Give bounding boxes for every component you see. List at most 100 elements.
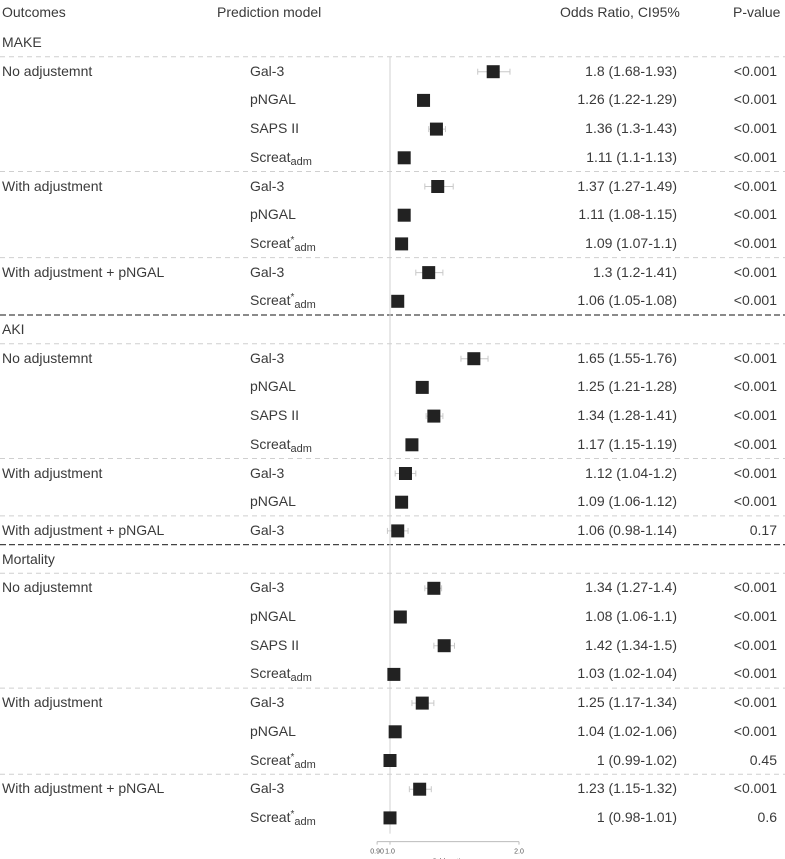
p-value: <0.001 bbox=[733, 722, 777, 739]
model-label: Gal-3 bbox=[250, 62, 285, 79]
odds-ratio-point bbox=[395, 495, 409, 509]
p-value: <0.001 bbox=[733, 464, 777, 481]
model-label-base: Screat bbox=[250, 808, 291, 825]
odds-ratio-point bbox=[397, 208, 411, 222]
p-value: <0.001 bbox=[733, 493, 777, 510]
odds-ratio-ci: 1.23 (1.15-1.32) bbox=[577, 780, 677, 797]
odds-ratio-point bbox=[391, 524, 405, 538]
odds-ratio-point bbox=[431, 180, 445, 193]
model-label: Screat*adm bbox=[250, 292, 316, 312]
model-label-subscript: adm bbox=[294, 299, 316, 312]
p-value: 0.17 bbox=[749, 521, 777, 538]
model-label: pNGAL bbox=[250, 493, 296, 510]
p-value: <0.001 bbox=[733, 349, 777, 366]
model-label: pNGAL bbox=[250, 378, 296, 395]
group-label: With adjustment bbox=[2, 464, 103, 481]
odds-ratio-point bbox=[427, 409, 441, 423]
model-label-base: Screat bbox=[250, 665, 291, 682]
odds-ratio-ci: 1.11 (1.08-1.15) bbox=[578, 206, 677, 223]
header-prediction-model: Prediction model bbox=[217, 4, 322, 20]
model-label: Gal-3 bbox=[250, 263, 285, 280]
odds-ratio-point bbox=[467, 352, 481, 366]
p-value: <0.001 bbox=[733, 206, 777, 223]
odds-ratio-ci: 1.3 (1.2-1.41) bbox=[592, 263, 677, 280]
odds-ratio-ci: 1.26 (1.22-1.29) bbox=[577, 91, 677, 108]
odds-ratio-point bbox=[387, 667, 401, 681]
model-label-subscript: adm bbox=[294, 758, 316, 771]
group-label: With adjustment bbox=[2, 177, 103, 194]
odds-ratio-point bbox=[429, 122, 443, 136]
odds-ratio-ci: 1.04 (1.02-1.06) bbox=[577, 722, 677, 739]
odds-ratio-point bbox=[437, 639, 451, 653]
odds-ratio-point bbox=[397, 151, 411, 165]
p-value: <0.001 bbox=[733, 177, 777, 194]
odds-ratio-point bbox=[398, 467, 412, 480]
model-label: Screatadm bbox=[250, 435, 312, 455]
model-label-base: Screat bbox=[250, 751, 291, 768]
odds-ratio-point bbox=[427, 581, 441, 595]
odds-ratio-ci: 1.36 (1.3-1.43) bbox=[585, 120, 677, 137]
odds-ratio-ci: 1.11 (1.1-1.13) bbox=[586, 148, 677, 165]
model-label: Screatadm bbox=[250, 665, 312, 684]
model-label: Gal-3 bbox=[250, 521, 285, 538]
group-label: With adjustment + pNGAL bbox=[2, 780, 165, 797]
model-label: pNGAL bbox=[250, 722, 296, 739]
model-label-star: * bbox=[290, 808, 295, 820]
model-label-base: Screat bbox=[250, 435, 291, 452]
p-value: <0.001 bbox=[733, 435, 777, 452]
model-label-subscript: adm bbox=[290, 442, 312, 455]
x-tick-label: 0.90 bbox=[370, 849, 384, 856]
odds-ratio-point bbox=[391, 294, 405, 308]
p-value: <0.001 bbox=[733, 91, 777, 108]
model-label-star: * bbox=[290, 234, 295, 246]
model-label-base: Screat bbox=[250, 148, 291, 165]
odds-ratio-ci: 1.09 (1.06-1.12) bbox=[577, 493, 677, 510]
p-value: <0.001 bbox=[733, 636, 777, 653]
odds-ratio-ci: 1.37 (1.27-1.49) bbox=[577, 177, 677, 194]
odds-ratio-point bbox=[413, 782, 427, 796]
model-label: pNGAL bbox=[250, 206, 296, 223]
model-label-star: * bbox=[290, 751, 295, 763]
odds-ratio-ci: 1.08 (1.06-1.1) bbox=[585, 608, 677, 624]
odds-ratio-point bbox=[388, 725, 402, 739]
odds-ratio-point bbox=[405, 438, 419, 452]
model-label: SAPS II bbox=[250, 636, 300, 653]
model-label: pNGAL bbox=[250, 608, 296, 624]
group-label: No adjustemnt bbox=[2, 579, 93, 596]
odds-ratio-ci: 1.34 (1.28-1.41) bbox=[577, 407, 677, 424]
p-value: <0.001 bbox=[733, 62, 777, 79]
group-label: No adjustemnt bbox=[2, 62, 93, 79]
odds-ratio-ci: 1.06 (0.98-1.14) bbox=[577, 521, 677, 538]
odds-ratio-point bbox=[415, 696, 429, 710]
odds-ratio-ci: 1.65 (1.55-1.76) bbox=[577, 349, 677, 366]
header-p-value: P-value bbox=[733, 4, 781, 20]
p-value: <0.001 bbox=[733, 665, 777, 682]
p-value: <0.001 bbox=[733, 694, 777, 711]
odds-ratio-point bbox=[422, 266, 436, 280]
header-odds-ratio: Odds Ratio, CI95% bbox=[560, 4, 680, 20]
p-value: <0.001 bbox=[733, 378, 777, 395]
model-label-subscript: adm bbox=[294, 241, 316, 254]
odds-ratio-ci: 1.25 (1.17-1.34) bbox=[577, 694, 677, 711]
group-label: With adjustment bbox=[2, 694, 103, 711]
section-label: MAKE bbox=[2, 34, 42, 50]
model-label: Gal-3 bbox=[250, 579, 285, 596]
model-label: Screat*adm bbox=[250, 751, 316, 771]
odds-ratio-point bbox=[383, 811, 397, 825]
p-value: 0.45 bbox=[749, 751, 777, 768]
x-tick-label: 1.0 bbox=[385, 849, 395, 856]
p-value: <0.001 bbox=[733, 263, 777, 280]
model-label-subscript: adm bbox=[294, 815, 316, 828]
model-label: Gal-3 bbox=[250, 464, 285, 481]
p-value: <0.001 bbox=[733, 148, 777, 165]
odds-ratio-ci: 1.12 (1.04-1.2) bbox=[585, 464, 677, 481]
odds-ratio-ci: 1 (0.98-1.01) bbox=[596, 808, 677, 825]
odds-ratio-ci: 1.06 (1.05-1.08) bbox=[577, 292, 677, 309]
odds-ratio-ci: 1.25 (1.21-1.28) bbox=[577, 378, 677, 395]
header-outcomes: Outcomes bbox=[2, 4, 66, 20]
model-label-star: * bbox=[290, 292, 295, 304]
p-value: <0.001 bbox=[733, 579, 777, 596]
p-value: 0.6 bbox=[757, 808, 777, 825]
p-value: <0.001 bbox=[733, 292, 777, 309]
